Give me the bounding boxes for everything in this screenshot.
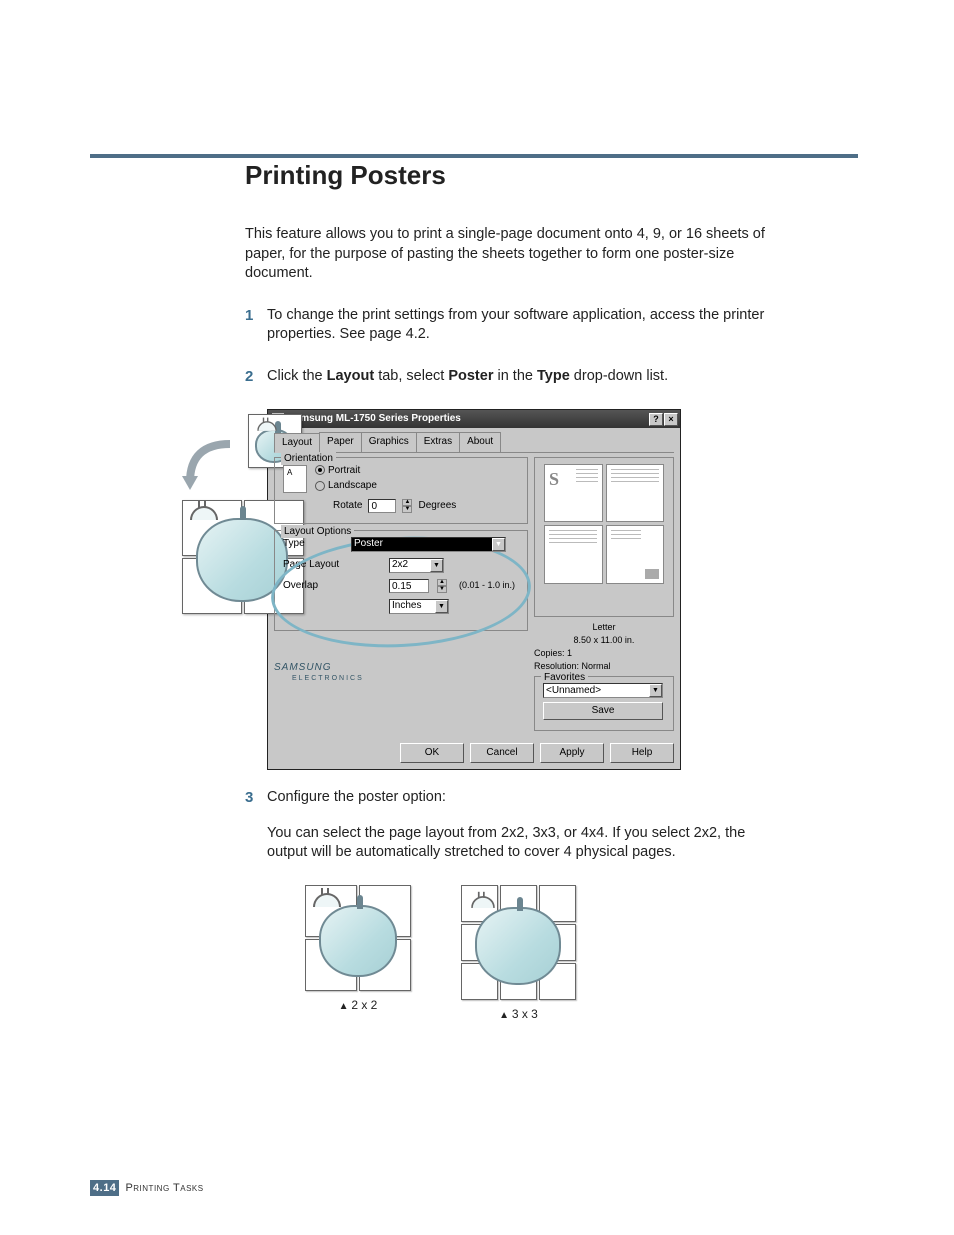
save-button[interactable]: Save (543, 702, 663, 720)
step-body: Click the Layout tab, select Poster in t… (267, 367, 775, 387)
radio-portrait[interactable]: Portrait (315, 464, 377, 478)
rotate-unit: Degrees (418, 499, 456, 513)
overlap-input[interactable]: 0.15 (389, 579, 429, 593)
step-body: To change the print settings from your s… (267, 306, 775, 345)
page-heading: Printing Posters (245, 160, 860, 191)
intro-text: This feature allows you to print a singl… (245, 225, 775, 284)
help-button[interactable]: ? (649, 413, 663, 426)
tab-about[interactable]: About (459, 432, 501, 452)
preview-panel: S (534, 457, 674, 617)
help-button[interactable]: Help (610, 743, 674, 763)
chevron-down-icon: ▼ (430, 559, 443, 572)
type-label: Type (283, 537, 343, 551)
samsung-logo: SAMSUNG ELECTRONICS (274, 661, 528, 684)
step-number: 3 (245, 788, 267, 863)
content-column: This feature allows you to print a singl… (245, 225, 775, 1022)
type-dropdown[interactable]: Poster▼ (351, 537, 506, 552)
favorites-group: Favorites <Unnamed>▼ Save (534, 676, 674, 731)
dialog-screenshot: Samsung ML-1750 Series Properties ? × La… (267, 409, 775, 770)
preview-info: Letter 8.50 x 11.00 in. Copies: 1 Resolu… (534, 621, 674, 673)
footer-section: Printing Tasks (125, 1182, 203, 1194)
tab-layout[interactable]: Layout (274, 433, 320, 453)
rotate-spinner[interactable]: ▲▼ (402, 499, 412, 513)
page-content: Printing Posters This feature allows you… (90, 160, 860, 1022)
arrow-icon (180, 438, 238, 496)
step-body: Configure the poster option: You can sel… (267, 788, 775, 863)
dialog-right: S Letter 8.50 x 11.00 in. Copies: 1 (534, 457, 674, 738)
step-3: 3 Configure the poster option: You can s… (245, 788, 775, 863)
example-label: 2 x 2 (305, 997, 411, 1014)
layout-examples: 2 x 2 3 x 3 (305, 885, 775, 1023)
apply-button[interactable]: Apply (540, 743, 604, 763)
chevron-down-icon: ▼ (492, 538, 505, 551)
overlap-hint: (0.01 - 1.0 in.) (459, 579, 515, 591)
rotate-input[interactable]: 0 (368, 499, 396, 513)
cancel-button[interactable]: Cancel (470, 743, 534, 763)
tab-extras[interactable]: Extras (416, 432, 460, 452)
tab-graphics[interactable]: Graphics (361, 432, 417, 452)
orientation-group: Orientation Portrait Landscape Rot (274, 457, 528, 524)
tab-strip: Layout Paper Graphics Extras About (274, 432, 674, 453)
dialog-body: Layout Paper Graphics Extras About Orien… (268, 428, 680, 769)
ok-button[interactable]: OK (400, 743, 464, 763)
page-footer: 4.14 Printing Tasks (90, 1180, 204, 1196)
example-2x2: 2 x 2 (305, 885, 411, 1023)
radio-icon (315, 481, 325, 491)
overlap-label: Overlap (283, 579, 343, 593)
radio-landscape[interactable]: Landscape (315, 479, 377, 493)
properties-dialog: Samsung ML-1750 Series Properties ? × La… (267, 409, 681, 770)
group-title: Orientation (281, 452, 336, 466)
layout-options-group: Layout Options Type Poster▼ Page Layout … (274, 530, 528, 631)
group-title: Layout Options (281, 525, 354, 539)
chevron-down-icon: ▼ (435, 600, 448, 613)
tab-paper[interactable]: Paper (319, 432, 362, 452)
titlebar-text: Samsung ML-1750 Series Properties (288, 412, 648, 426)
dialog-left: Orientation Portrait Landscape Rot (274, 457, 528, 738)
units-dropdown[interactable]: Inches▼ (389, 599, 449, 614)
close-button[interactable]: × (664, 413, 678, 426)
step-number: 2 (245, 367, 267, 387)
example-label: 3 x 3 (461, 1006, 576, 1023)
step-number: 1 (245, 306, 267, 345)
top-rule (90, 154, 858, 158)
titlebar: Samsung ML-1750 Series Properties ? × (268, 410, 680, 428)
example-3x3: 3 x 3 (461, 885, 576, 1023)
step-2: 2 Click the Layout tab, select Poster in… (245, 367, 775, 387)
favorites-dropdown[interactable]: <Unnamed>▼ (543, 683, 663, 698)
dialog-buttons: OK Cancel Apply Help (274, 743, 674, 763)
page-number-box: 4.14 (90, 1180, 119, 1196)
page-layout-label: Page Layout (283, 558, 343, 572)
step-1: 1 To change the print settings from your… (245, 306, 775, 345)
dialog-main: Orientation Portrait Landscape Rot (274, 457, 674, 738)
radio-icon (315, 465, 325, 475)
rotate-label: Rotate (333, 499, 362, 513)
page-layout-dropdown[interactable]: 2x2▼ (389, 558, 444, 573)
chevron-down-icon: ▼ (649, 684, 662, 697)
overlap-spinner[interactable]: ▲▼ (437, 579, 447, 593)
orientation-icon (283, 465, 307, 493)
